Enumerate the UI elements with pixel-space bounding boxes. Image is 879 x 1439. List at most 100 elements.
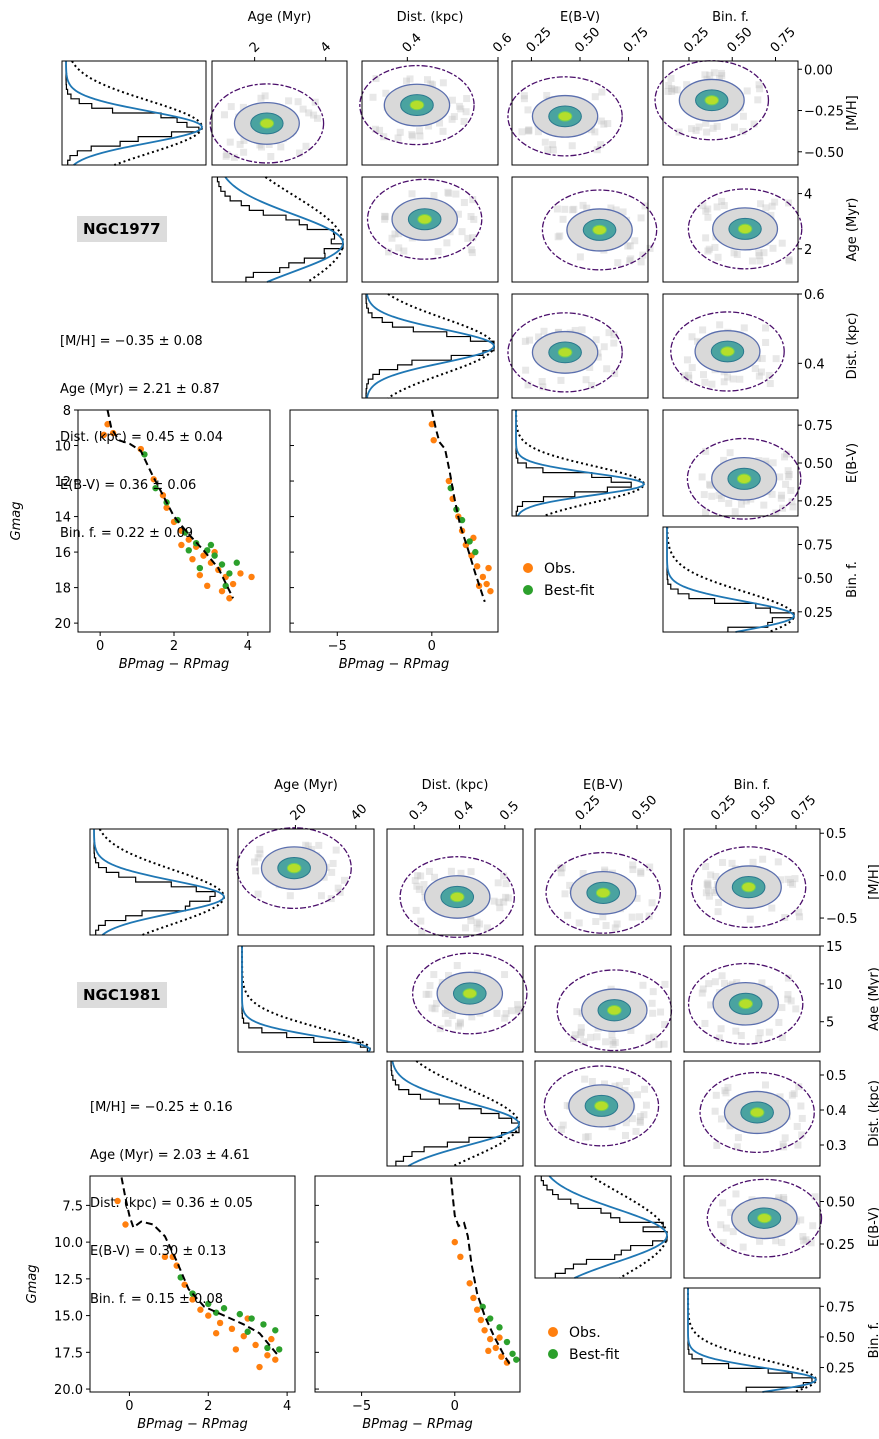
legend-label-observed: Obs. xyxy=(544,561,576,577)
density-cell xyxy=(612,206,620,214)
density-cell xyxy=(702,508,710,516)
density-cell xyxy=(296,149,304,157)
density-cell xyxy=(700,371,708,379)
density-cell xyxy=(784,974,792,982)
density-cell xyxy=(717,495,725,503)
density-cell xyxy=(746,915,754,923)
density-cell xyxy=(760,249,768,257)
density-cell xyxy=(698,989,706,997)
joint-panel xyxy=(361,176,499,283)
density-cell xyxy=(797,1102,805,1110)
right-tick-label: 0.75 xyxy=(804,419,833,434)
density-cell xyxy=(524,381,532,389)
density-cell xyxy=(444,1019,452,1027)
observed-star xyxy=(232,1346,240,1353)
density-cell xyxy=(495,898,503,906)
density-cell xyxy=(286,892,294,900)
cmd-frame xyxy=(289,409,499,633)
density-cell xyxy=(381,215,389,223)
density-cell xyxy=(557,869,565,877)
joint-panel xyxy=(683,945,821,1053)
marginal-panel xyxy=(89,828,229,936)
density-cell xyxy=(395,230,403,238)
density-cell xyxy=(315,841,323,849)
density-cell xyxy=(557,376,565,384)
contour-core xyxy=(720,346,735,357)
density-cell xyxy=(700,491,708,499)
density-cell xyxy=(369,93,377,101)
density-cell xyxy=(559,1121,567,1129)
best-fit-star xyxy=(207,541,215,549)
density-cell xyxy=(467,868,475,876)
density-cell xyxy=(570,205,578,213)
density-cell xyxy=(737,1032,745,1040)
density-cell xyxy=(622,1119,630,1127)
density-cell xyxy=(702,889,710,897)
density-cell xyxy=(631,237,639,245)
cmd-y-tick-label: 8 xyxy=(63,404,71,419)
panel-frame xyxy=(61,60,207,166)
right-tick-label: 5 xyxy=(826,1016,834,1031)
density-cell xyxy=(707,1001,715,1009)
density-cell xyxy=(226,138,234,146)
marginal-fit-curve xyxy=(687,1288,818,1393)
density-cell xyxy=(688,333,696,341)
density-cell xyxy=(641,202,649,210)
density-cell xyxy=(711,978,719,986)
density-cell xyxy=(220,111,228,119)
density-cell xyxy=(605,329,613,337)
density-cell xyxy=(240,148,248,156)
observed-star xyxy=(185,536,192,543)
observed-star xyxy=(272,1356,279,1363)
right-axis-label: [M/H] xyxy=(867,864,879,900)
density-cell xyxy=(254,890,262,898)
density-cell xyxy=(540,327,548,335)
right-tick-label: −0.5 xyxy=(826,912,858,927)
density-cell xyxy=(256,845,264,853)
contour-core xyxy=(286,862,302,874)
density-cell xyxy=(704,205,712,213)
stats-block-top: [M/H] = −0.35 ± 0.08 Age (Myr) = 2.21 ± … xyxy=(60,302,223,558)
density-cell xyxy=(600,1080,608,1088)
density-cell xyxy=(416,132,424,140)
density-cell xyxy=(514,1007,522,1015)
density-cell xyxy=(657,1008,665,1016)
marginal-prior-curve xyxy=(241,945,371,1053)
density-cell xyxy=(299,105,307,113)
panel-frame xyxy=(361,60,499,166)
density-cell xyxy=(694,337,702,345)
density-cell xyxy=(683,81,691,89)
observed-star xyxy=(498,1353,505,1360)
density-cell xyxy=(417,917,425,925)
best-fit-star xyxy=(244,1328,251,1335)
observed-star xyxy=(485,564,492,572)
density-cell xyxy=(778,491,786,499)
density-cell xyxy=(699,985,707,993)
density-cell xyxy=(588,1078,596,1086)
density-cell xyxy=(755,81,763,89)
density-cell xyxy=(626,242,634,250)
density-cell xyxy=(463,95,471,103)
density-cell xyxy=(425,122,433,130)
density-cell xyxy=(553,205,561,213)
marginal-histogram xyxy=(93,829,216,935)
density-cell xyxy=(556,864,564,872)
density-cell xyxy=(800,1237,808,1245)
density-cell xyxy=(713,122,721,130)
density-cell xyxy=(453,962,461,970)
marginal-prior-curve xyxy=(415,1060,521,1167)
density-cell xyxy=(785,257,793,265)
density-cell xyxy=(332,846,340,854)
cmd-panel-1 xyxy=(74,409,271,636)
density-cell xyxy=(402,77,410,85)
right-tick-label: 0.00 xyxy=(804,63,833,78)
density-cell xyxy=(639,251,647,259)
density-cell xyxy=(756,85,764,93)
joint-panel xyxy=(507,293,649,399)
panel-frame xyxy=(662,176,799,283)
observed-star xyxy=(205,1312,212,1319)
density-cell xyxy=(543,91,551,99)
cmd-x-tick-label: 0 xyxy=(428,639,436,654)
top-tick-label: 0.75 xyxy=(788,793,819,824)
density-cell xyxy=(717,1221,725,1229)
